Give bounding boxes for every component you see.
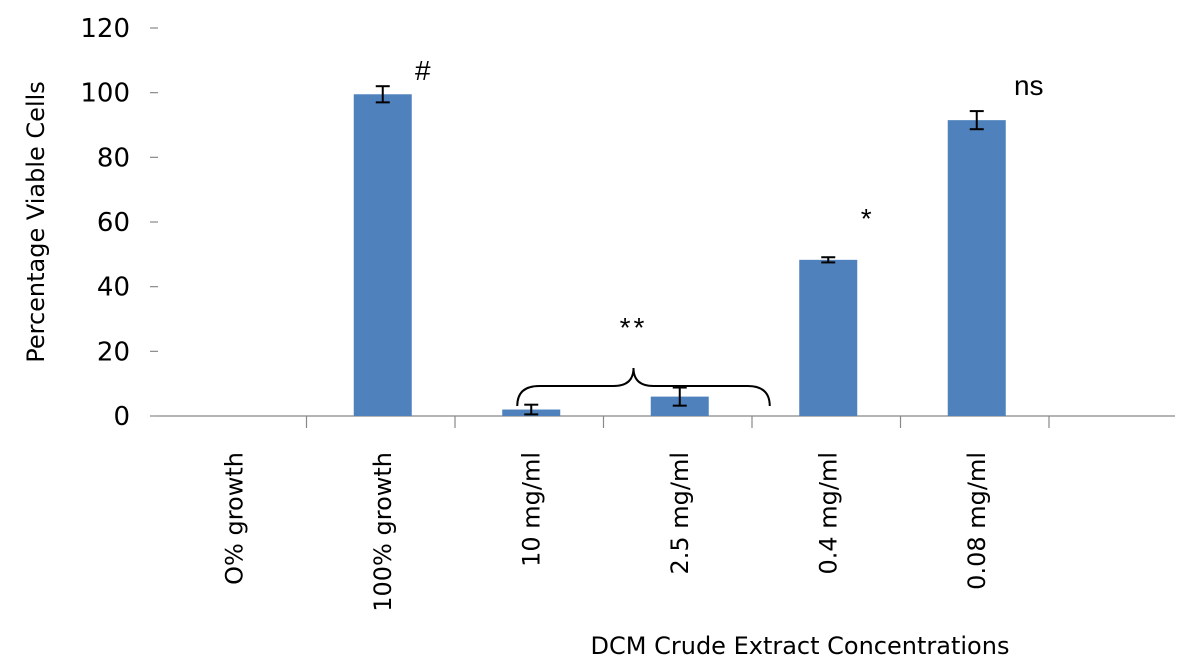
y-tick-label: 60 — [97, 208, 130, 238]
y-tick-label: 40 — [97, 273, 130, 303]
x-tick-label: O% growth — [220, 452, 248, 585]
significance-label: ns — [1014, 70, 1044, 101]
x-tick-label: 10 mg/ml — [517, 452, 545, 567]
y-tick-label: 20 — [97, 337, 130, 367]
error-bar — [821, 256, 836, 264]
annotations: #***ns — [415, 55, 1044, 407]
significance-label: * — [861, 203, 872, 234]
x-axis-title: DCM Crude Extract Concentrations — [591, 632, 1010, 659]
bar — [353, 94, 412, 417]
y-tick-label: 120 — [80, 14, 130, 44]
y-tick-label: 80 — [97, 143, 130, 173]
bar — [947, 120, 1006, 417]
x-tick-label: 100% growth — [369, 452, 397, 612]
error-bar — [672, 386, 687, 407]
x-tick-label: 0.4 mg/ml — [814, 452, 842, 575]
significance-brace — [516, 367, 771, 407]
y-axis: 0 20 40 60 80 100 120 — [80, 14, 158, 432]
y-tick-label: 0 — [113, 402, 130, 432]
bars — [353, 94, 1006, 417]
y-tick-label: 100 — [80, 79, 130, 109]
error-bar — [375, 85, 390, 104]
bar — [799, 259, 858, 416]
x-tick-label: 0.08 mg/ml — [963, 452, 991, 590]
error-bar — [969, 110, 984, 131]
x-tick-label: 2.5 mg/ml — [666, 452, 694, 575]
significance-label: # — [415, 55, 431, 86]
significance-label: ** — [620, 312, 648, 343]
error-bars — [375, 85, 984, 416]
x-axis: O% growth 100% growth 10 mg/ml 2.5 mg/ml 0.4… — [158, 415, 1175, 612]
y-axis-title: Percentage Viable Cells — [22, 81, 50, 363]
error-bar — [524, 403, 539, 416]
